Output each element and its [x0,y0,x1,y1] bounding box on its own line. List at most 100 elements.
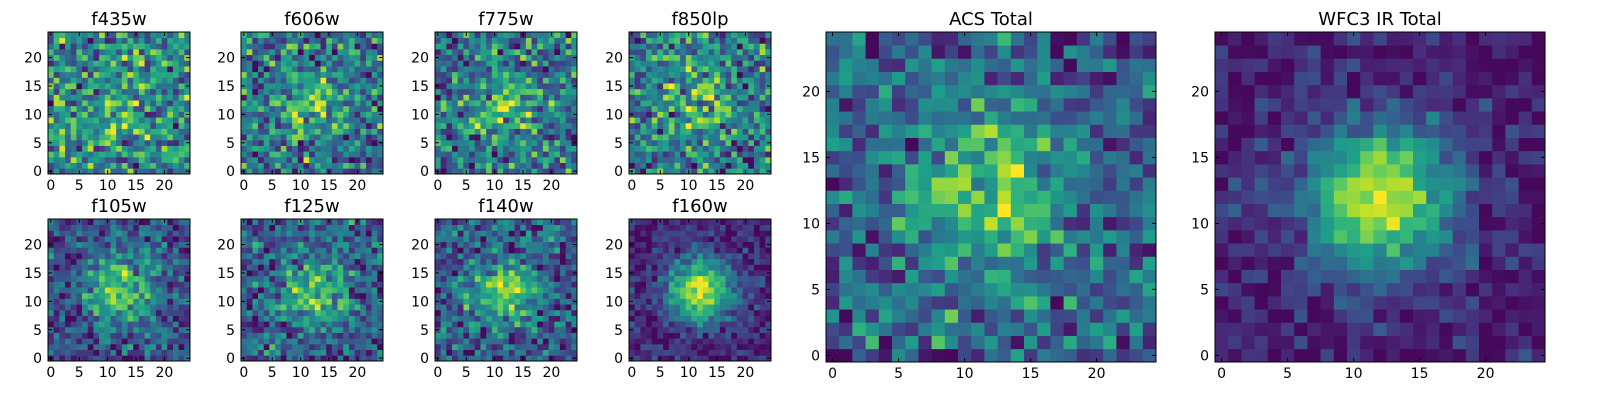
heatmap-cell [719,349,726,356]
heatmap-cell [354,241,361,248]
heatmap-cell [178,326,185,333]
heatmap-cell [258,338,265,345]
heatmap-cell [280,219,287,226]
heatmap-cell [748,111,755,118]
heatmap-cell [377,156,384,163]
heatmap-cell [634,321,641,328]
y-tick-label: 5 [226,136,235,152]
heatmap-cell [365,315,372,322]
heatmap-cell [326,43,333,50]
heatmap-cell [503,236,510,243]
heatmap-cell [714,88,721,95]
heatmap-cell [646,105,653,112]
heatmap-cell [497,128,504,135]
heatmap-cell [469,338,476,345]
heatmap-cell [331,94,338,101]
heatmap-cell [731,134,738,141]
heatmap-cell [354,270,361,277]
heatmap-cell [82,298,89,305]
heatmap-cell [155,105,162,112]
heatmap-cell [82,281,89,288]
heatmap-cell [360,247,367,254]
heatmap-cell [497,77,504,84]
heatmap-cell [309,134,316,141]
heatmap-cell [138,32,145,39]
heatmap-cell [714,134,721,141]
heatmap-cell [702,43,709,50]
heatmap-cell [640,315,647,322]
heatmap-cell [337,230,344,237]
heatmap-cell [371,258,378,265]
y-tick-label: 5 [33,323,42,339]
heatmap-cell [452,122,459,129]
heatmap-cell [70,128,77,135]
heatmap-cell [697,94,704,101]
heatmap-cell [133,270,140,277]
heatmap-cell [110,100,117,107]
heatmap-cell [269,122,276,129]
heatmap-cell [731,49,738,56]
heatmap-cell [110,88,117,95]
heatmap-cell [559,156,566,163]
heatmap-cell [110,309,117,316]
heatmap-cell [82,94,89,101]
heatmap-cell [155,60,162,67]
heatmap-cell [668,332,675,339]
heatmap-cell [765,145,772,152]
heatmap-cell [172,258,179,265]
heatmap-cell [138,258,145,265]
heatmap-cell [93,128,100,135]
heatmap-cell [110,54,117,61]
heatmap-cell [503,111,510,118]
heatmap-cell [76,264,83,271]
heatmap-cell [736,326,743,333]
heatmap-cell [286,270,293,277]
heatmap-cell [525,37,532,44]
heatmap-cell [680,71,687,78]
heatmap-cell [548,230,555,237]
heatmap-cell [59,332,66,339]
heatmap-cell [571,117,578,124]
heatmap-cell [48,117,55,124]
heatmap-cell [320,230,327,237]
heatmap-cell [559,292,566,299]
heatmap-cell [708,66,715,73]
heatmap-cell [348,145,355,152]
heatmap-cell [286,43,293,50]
heatmap-cell [486,224,493,231]
heatmap-cell [99,111,106,118]
heatmap-cell [331,168,338,175]
heatmap-cell [440,32,447,39]
heatmap-cell [82,253,89,260]
heatmap-cell [491,326,498,333]
heatmap-cell [155,236,162,243]
heatmap-cell [309,66,316,73]
heatmap-cell [446,83,453,90]
heatmap-cell [275,275,282,282]
heatmap-cell [480,270,487,277]
heatmap-cell [571,253,578,260]
heatmap-cell [714,71,721,78]
heatmap-cell [377,264,384,271]
heatmap-cell [167,139,174,146]
heatmap-cell [486,122,493,129]
heatmap-cell [348,349,355,356]
heatmap-cell [674,105,681,112]
heatmap-cell [275,281,282,288]
heatmap-cell [365,270,372,277]
heatmap-cell [497,321,504,328]
heatmap-cell [360,219,367,226]
heatmap-cell [691,66,698,73]
heatmap-cell [469,32,476,39]
heatmap-cell [110,287,117,294]
heatmap-cell [542,111,549,118]
heatmap-cell [161,88,168,95]
heatmap-cell [503,287,510,294]
heatmap-cell [469,37,476,44]
heatmap-cell [127,298,134,305]
heatmap-cell [554,168,561,175]
heatmap-cell [365,49,372,56]
x-tick-label: 15 [320,178,338,194]
heatmap-cell [138,156,145,163]
heatmap-cell [691,156,698,163]
